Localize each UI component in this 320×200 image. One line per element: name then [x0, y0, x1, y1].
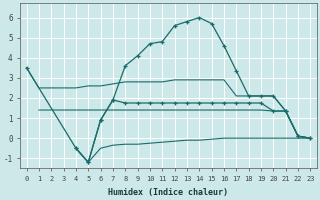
X-axis label: Humidex (Indice chaleur): Humidex (Indice chaleur)	[108, 188, 228, 197]
